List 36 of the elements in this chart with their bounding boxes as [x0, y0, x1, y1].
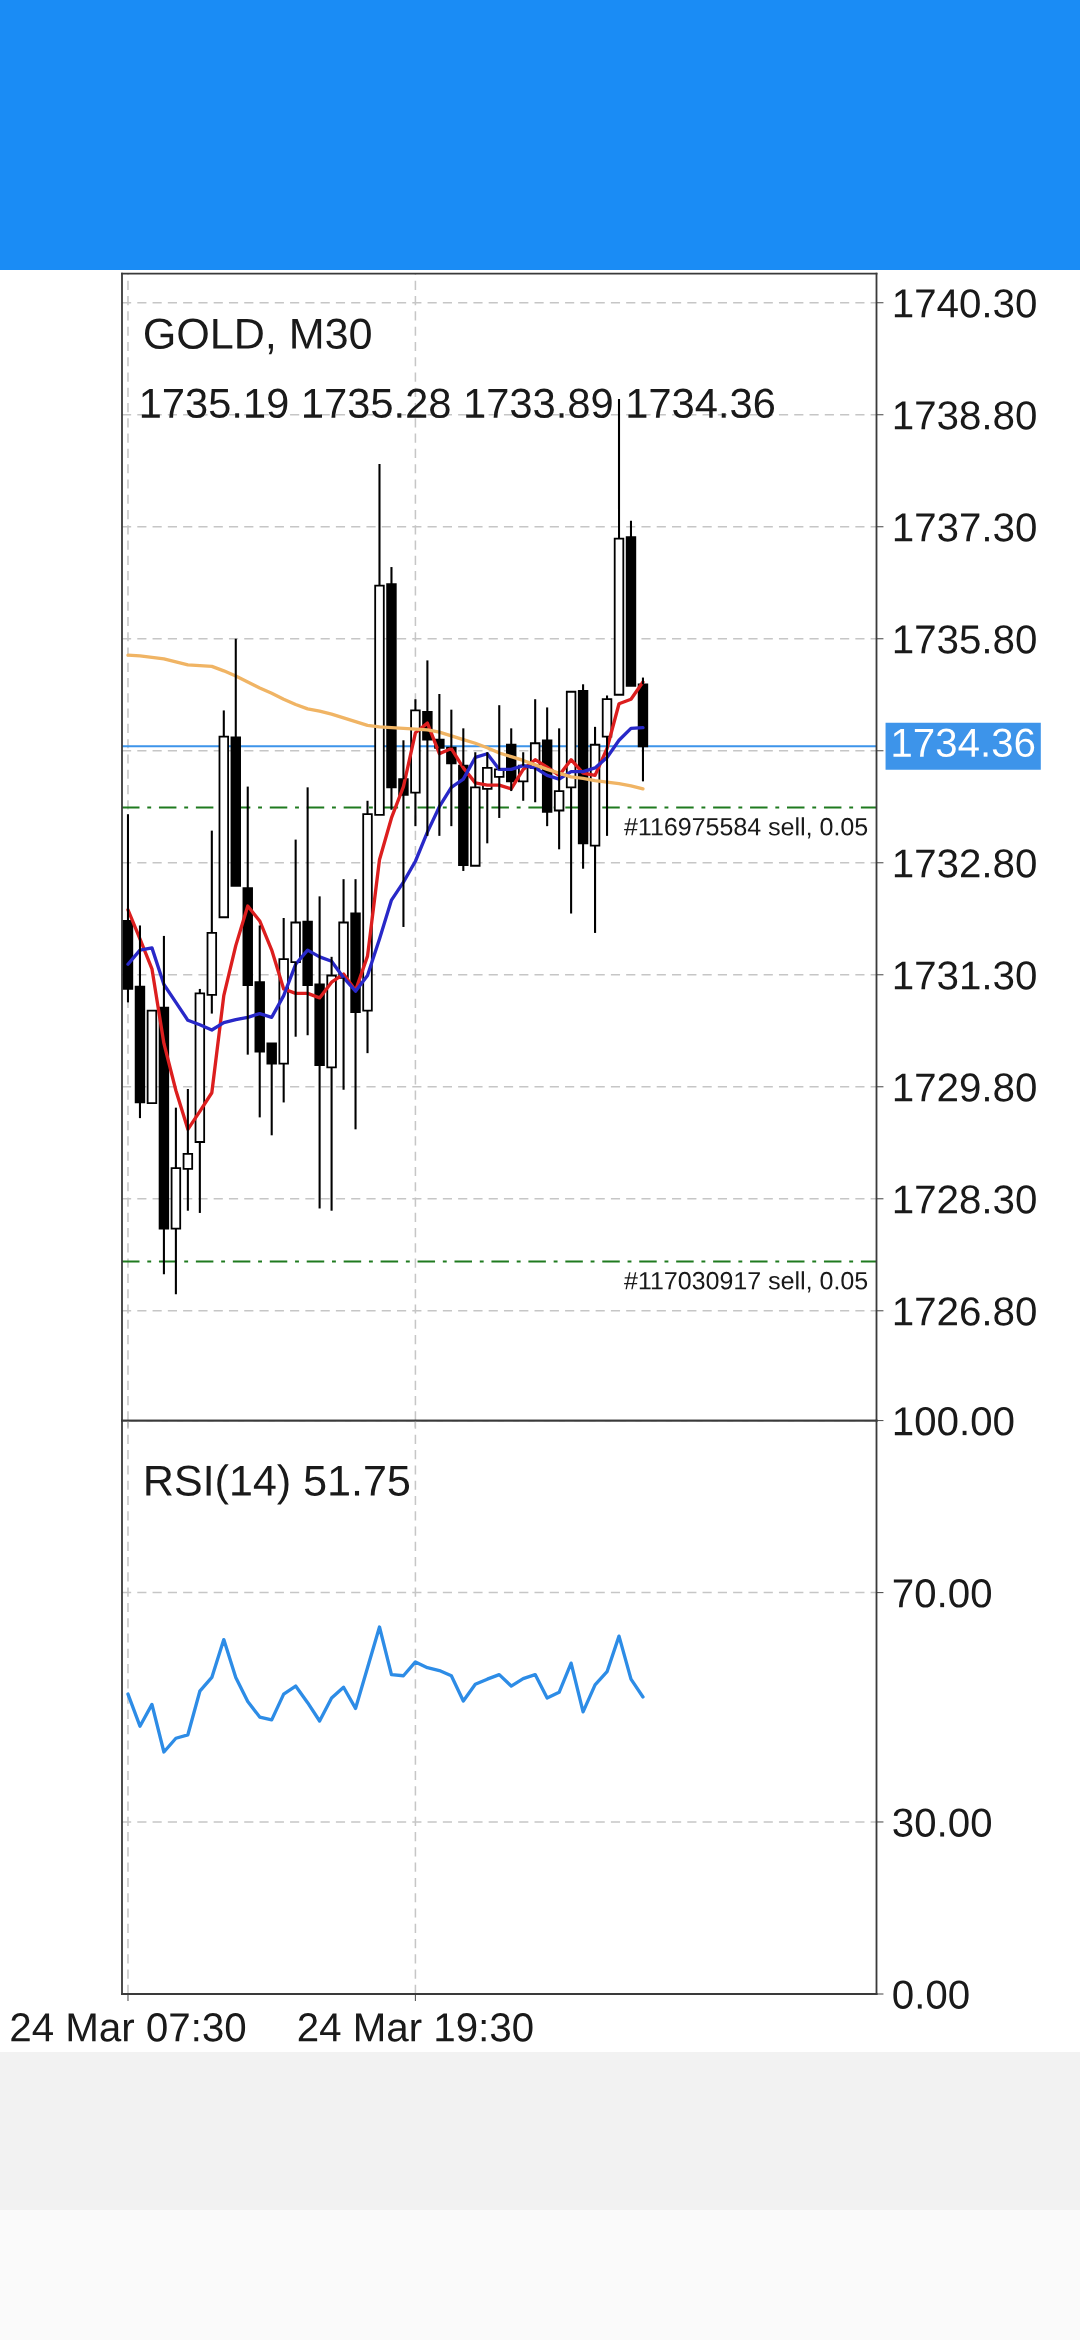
y-tick-label: 1731.30 — [894, 961, 1036, 990]
text: GOLD, M30 — [145, 318, 371, 355]
candlestick — [553, 727, 565, 851]
x-tick-label: 24 Mar 19:30 — [298, 2013, 533, 2042]
candlestick — [206, 829, 218, 1015]
candlestick — [134, 924, 146, 1120]
y-tick-label: 1726.80 — [894, 1297, 1036, 1326]
y-tick-label: 1729.80 — [894, 1073, 1036, 1102]
y-tick-label: 1732.80 — [894, 849, 1036, 878]
y-tick-label: 1728.30 — [894, 1185, 1036, 1214]
ref-line-label: #117030917 sell, 0.05 — [624, 1271, 868, 1293]
candlestick — [182, 1087, 194, 1212]
candlestick — [601, 694, 613, 837]
candlestick — [122, 813, 134, 1004]
line-series — [126, 653, 645, 791]
ref-line-label: 1734.36 — [893, 728, 1035, 758]
y-tick-label: 100.00 — [894, 1407, 1014, 1436]
y-tick-label: 0.00 — [893, 1980, 969, 2009]
candlestick — [218, 709, 230, 919]
y-tick-label: 1738.80 — [894, 401, 1036, 430]
text: RSI(14) 51.75 — [146, 1464, 410, 1505]
y-tick-label: 1737.30 — [894, 513, 1036, 542]
candlestick — [613, 398, 625, 696]
candlestick — [170, 1106, 182, 1296]
candlestick — [230, 637, 241, 887]
y-tick-label: 30.00 — [893, 1808, 991, 1837]
y-tick-label: 1735.80 — [894, 625, 1036, 654]
candlestick — [577, 683, 589, 870]
y-tick-label: 70.00 — [893, 1579, 991, 1608]
candlestick — [625, 519, 637, 687]
candlestick — [146, 1009, 158, 1105]
y-tick-label: 1740.30 — [894, 289, 1036, 318]
text: 1735.19 1735.28 1733.89 1734.36 — [141, 388, 775, 419]
x-tick-label: 24 Mar 07:30 — [11, 2013, 246, 2042]
ref-line-label: #116975584 sell, 0.05 — [624, 817, 868, 839]
line-series — [126, 1625, 645, 1754]
